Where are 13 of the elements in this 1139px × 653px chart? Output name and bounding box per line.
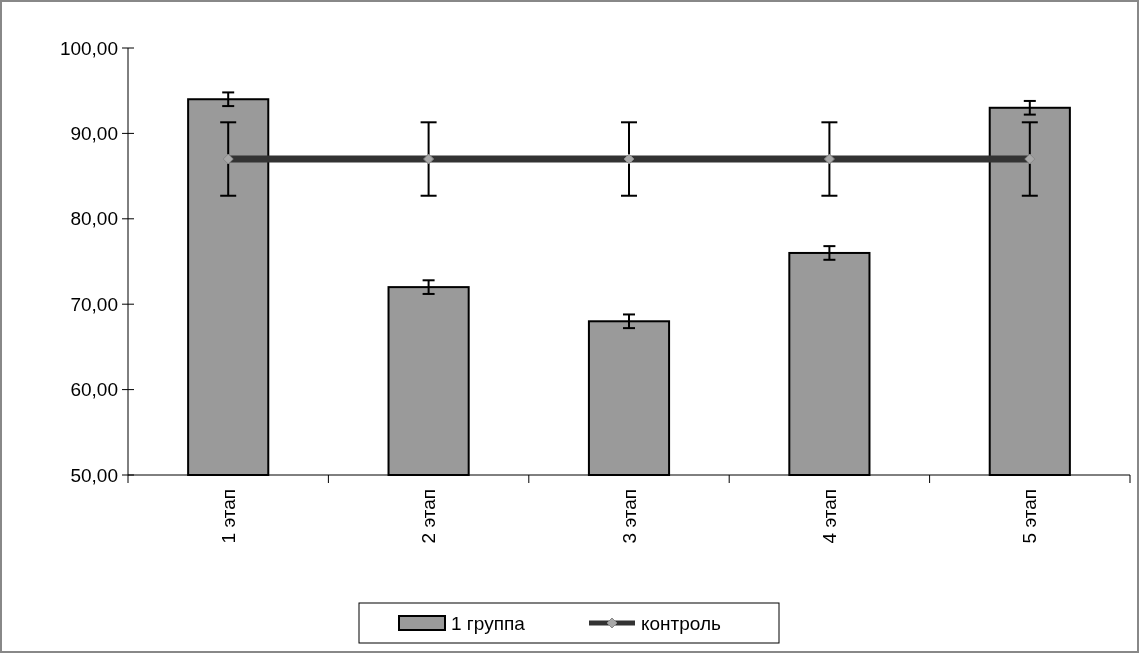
x-tick-label: 4 этап — [819, 489, 841, 544]
x-tick-label: 3 этап — [618, 489, 640, 544]
legend-label: 1 группа — [451, 612, 526, 634]
y-tick-label: 50,00 — [70, 464, 118, 486]
y-tick-label: 90,00 — [70, 123, 118, 145]
legend-label: контроль — [641, 612, 722, 634]
x-tick-label: 2 этап — [418, 489, 440, 544]
x-tick-label: 5 этап — [1019, 489, 1041, 544]
y-tick-label: 100,00 — [59, 37, 118, 59]
y-tick-label: 80,00 — [70, 208, 118, 230]
y-tick-label: 60,00 — [70, 379, 118, 401]
x-tick-label: 1 этап — [217, 489, 239, 544]
y-tick-label: 70,00 — [70, 293, 118, 315]
